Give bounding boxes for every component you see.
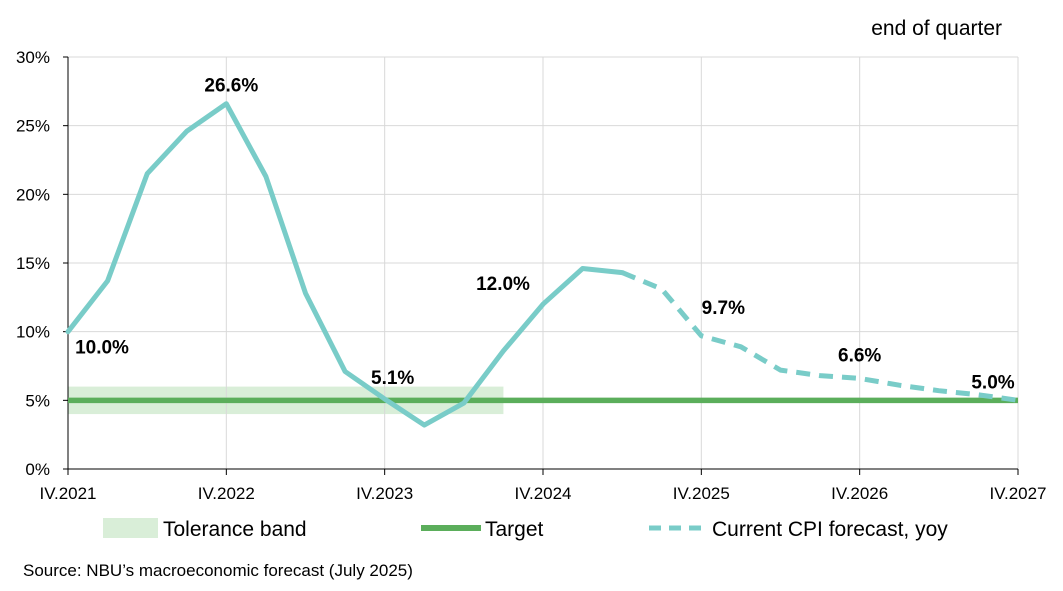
legend-label-target: Target [485, 518, 544, 541]
unit-note: end of quarter [871, 17, 1002, 40]
data-label: 9.7% [702, 298, 745, 319]
legend-label-tolerance-band: Tolerance band [163, 518, 307, 541]
x-tick-label: IV.2025 [673, 484, 730, 503]
legend: Tolerance band Target Current CPI foreca… [103, 518, 948, 541]
cpi-forecast-line [621, 270, 1019, 403]
x-tick-label: IV.2022 [198, 484, 255, 503]
cpi-series-layer [65, 101, 1019, 428]
data-label: 5.1% [371, 368, 414, 389]
legend-swatch-tolerance-band [103, 518, 158, 538]
y-tick-label: 0% [25, 460, 50, 479]
data-label: 5.0% [971, 372, 1014, 393]
source-note: Source: NBU’s macroeconomic forecast (Ju… [23, 561, 413, 580]
data-label: 6.6% [838, 345, 881, 366]
legend-label-cpi-forecast: Current CPI forecast, yoy [712, 518, 948, 541]
x-tick-label: IV.2021 [39, 484, 96, 503]
y-tick-label: 10% [16, 323, 50, 342]
x-tick-label: IV.2023 [356, 484, 413, 503]
data-label: 10.0% [75, 338, 129, 359]
y-tick-label: 25% [16, 117, 50, 136]
y-tick-label: 20% [16, 185, 50, 204]
y-tick-label: 5% [25, 391, 50, 410]
data-label: 12.0% [476, 274, 530, 295]
y-tick-label: 30% [16, 48, 50, 67]
x-tick-label: IV.2026 [831, 484, 888, 503]
x-tick-label: IV.2024 [514, 484, 571, 503]
data-labels: 10.0% 26.6% 5.1% 12.0% 9.7% 6.6% 5.0% [75, 76, 1015, 394]
x-tick-label: IV.2027 [989, 484, 1046, 503]
data-label: 26.6% [204, 76, 258, 97]
y-tick-labels: 0% 5% 10% 15% 20% 25% 30% [16, 48, 50, 479]
x-tick-labels: IV.2021 IV.2022 IV.2023 IV.2024 IV.2025 IV.20… [39, 484, 1046, 503]
cpi-actual-line [65, 101, 625, 428]
y-tick-label: 15% [16, 254, 50, 273]
